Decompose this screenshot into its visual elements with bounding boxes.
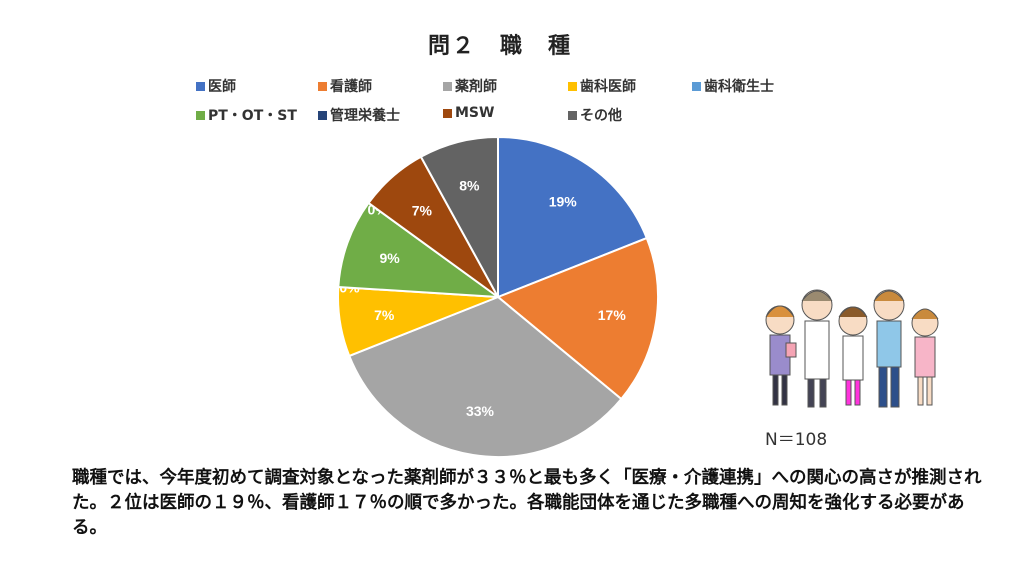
legend-label: 歯科医師 — [580, 79, 636, 95]
data-label: 7% — [412, 203, 433, 219]
legend-label: 薬剤師 — [455, 79, 497, 95]
data-label: 19% — [549, 194, 578, 210]
data-label: 7% — [374, 307, 395, 323]
data-label: 9% — [379, 250, 400, 266]
legend-swatch — [568, 110, 577, 120]
pie-slice — [337, 201, 502, 299]
legend-swatch — [318, 110, 327, 120]
data-label: 17% — [598, 307, 627, 323]
legend-label: PT・OT・ST — [208, 108, 297, 124]
legend-swatch — [443, 81, 452, 91]
legend-item: 医師 — [196, 76, 236, 96]
legend-swatch — [196, 110, 205, 120]
legend-label: 医師 — [208, 79, 236, 95]
legend-swatch — [443, 108, 452, 118]
legend-item: 薬剤師 — [443, 76, 497, 96]
legend-item: その他 — [568, 105, 622, 125]
legend-swatch — [568, 81, 577, 91]
legend-label: 看護師 — [330, 79, 372, 95]
legend-swatch — [692, 81, 701, 91]
legend-swatch — [196, 81, 205, 91]
legend-item: 歯科衛生士 — [692, 76, 774, 96]
data-label: 33% — [466, 403, 495, 419]
legend-swatch — [318, 81, 327, 91]
legend-label: その他 — [580, 108, 622, 124]
chart-title: 問２ 職 種 — [427, 34, 572, 59]
legend-item: MSW — [443, 105, 494, 121]
legend-item: PT・OT・ST — [196, 105, 297, 125]
pie-slice — [496, 236, 659, 401]
legend-item: 看護師 — [318, 76, 372, 96]
pie-slice — [347, 295, 623, 458]
legend-label: 歯科衛生士 — [704, 79, 774, 95]
medical-staff-illustration — [765, 289, 939, 408]
legend-label: 管理栄養士 — [330, 108, 400, 124]
pie-slice — [419, 135, 499, 298]
legend-label: MSW — [455, 105, 495, 121]
pie-slice — [497, 135, 649, 299]
data-label: 8% — [459, 177, 480, 193]
legend-item: 管理栄養士 — [318, 105, 400, 125]
legend-item: 歯科医師 — [568, 76, 636, 96]
summary-text: 職種では、今年度初めて調査対象となった薬剤師が３３％と最も多く「医療・介護連携」… — [72, 468, 982, 538]
sample-size: N＝108 — [765, 430, 828, 450]
